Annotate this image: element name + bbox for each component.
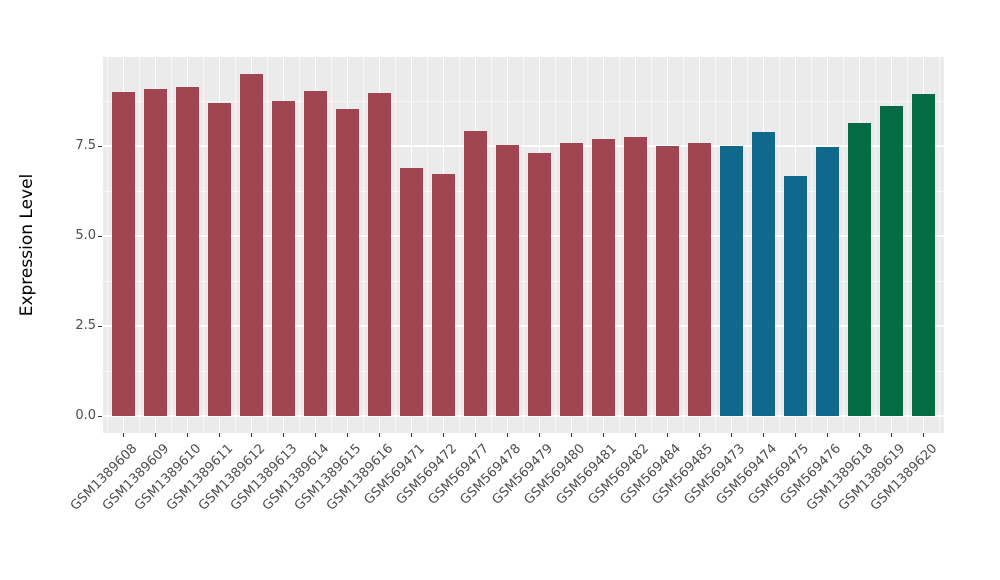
y-tick-mark <box>98 146 102 147</box>
x-tick-mark <box>539 433 541 437</box>
gridline-minor-x <box>395 57 397 433</box>
bar-GSM569479 <box>527 152 551 416</box>
x-tick-mark <box>347 433 349 437</box>
y-tick-label: 0.0 <box>75 408 96 423</box>
bar-GSM569485 <box>687 142 711 416</box>
gridline-minor-x <box>587 57 589 433</box>
gridline-minor-x <box>363 57 365 433</box>
x-tick-mark <box>635 433 637 437</box>
bar-GSM1389615 <box>335 108 359 416</box>
gridline-minor-x <box>779 57 781 433</box>
y-tick-mark <box>98 326 102 327</box>
x-tick-mark <box>763 433 765 437</box>
y-tick-label: 2.5 <box>75 318 96 333</box>
x-tick-mark <box>699 433 701 437</box>
x-tick-mark <box>507 433 509 437</box>
gridline-minor-x <box>139 57 141 433</box>
bar-GSM569477 <box>463 130 487 416</box>
x-tick-mark <box>603 433 605 437</box>
gridline-minor-x <box>939 57 941 433</box>
x-tick-mark <box>827 433 829 437</box>
bar-GSM1389620 <box>911 94 935 416</box>
bar-GSM569481 <box>591 139 615 416</box>
gridline-minor-x <box>555 57 557 433</box>
gridline-minor-x <box>459 57 461 433</box>
bar-GSM569480 <box>559 142 583 416</box>
gridline-minor-x <box>203 57 205 433</box>
x-tick-mark <box>571 433 573 437</box>
gridline-minor-x <box>875 57 877 433</box>
bar-GSM569478 <box>495 144 519 416</box>
bar-GSM1389611 <box>207 102 231 416</box>
bar-GSM569476 <box>815 147 839 416</box>
bar-GSM1389619 <box>879 105 903 416</box>
x-tick-mark <box>923 433 925 437</box>
bar-GSM1389610 <box>175 86 199 416</box>
gridline-minor-x <box>331 57 333 433</box>
x-tick-mark <box>731 433 733 437</box>
x-tick-mark <box>283 433 285 437</box>
bar-GSM1389609 <box>143 89 167 416</box>
gridline-minor-x <box>683 57 685 433</box>
bar-GSM569471 <box>399 167 423 416</box>
x-tick-mark <box>891 433 893 437</box>
plot-panel <box>103 57 944 433</box>
gridline-minor-x <box>235 57 237 433</box>
gridline-minor-x <box>843 57 845 433</box>
gridline-minor-x <box>811 57 813 433</box>
bar-GSM569484 <box>655 146 679 416</box>
bar-GSM569482 <box>623 136 647 416</box>
y-axis-title: Expression Level <box>17 173 37 317</box>
gridline-minor-x <box>907 57 909 433</box>
x-tick-mark <box>667 433 669 437</box>
gridline-minor-x <box>491 57 493 433</box>
y-tick-label: 7.5 <box>75 138 96 153</box>
x-tick-mark <box>859 433 861 437</box>
x-tick-mark <box>379 433 381 437</box>
x-tick-mark <box>411 433 413 437</box>
x-tick-mark <box>187 433 189 437</box>
x-tick-mark <box>155 433 157 437</box>
bar-GSM569472 <box>431 173 455 416</box>
gridline-minor-x <box>523 57 525 433</box>
x-tick-mark <box>251 433 253 437</box>
x-tick-mark <box>443 433 445 437</box>
gridline-minor-x <box>267 57 269 433</box>
bar-GSM1389616 <box>367 92 391 416</box>
gridline-minor-x <box>107 57 109 433</box>
x-tick-mark <box>475 433 477 437</box>
gridline-minor-x <box>427 57 429 433</box>
x-tick-mark <box>123 433 125 437</box>
y-tick-mark <box>98 416 102 417</box>
bar-GSM1389612 <box>239 74 263 416</box>
bar-GSM1389613 <box>271 100 295 416</box>
x-tick-mark <box>219 433 221 437</box>
gridline-minor-x <box>171 57 173 433</box>
gridline-minor-x <box>747 57 749 433</box>
bar-GSM1389618 <box>847 122 871 416</box>
bar-GSM1389608 <box>111 92 135 416</box>
gridline-minor-x <box>299 57 301 433</box>
x-tick-mark <box>795 433 797 437</box>
y-tick-label: 5.0 <box>75 228 96 243</box>
x-tick-mark <box>315 433 317 437</box>
bar-GSM569473 <box>719 146 743 416</box>
y-tick-mark <box>98 236 102 237</box>
bar-GSM569474 <box>751 131 775 416</box>
gridline-minor-x <box>651 57 653 433</box>
gridline-minor-x <box>715 57 717 433</box>
gridline-minor-x <box>619 57 621 433</box>
bar-GSM569475 <box>783 175 807 416</box>
bar-GSM1389614 <box>303 90 327 416</box>
